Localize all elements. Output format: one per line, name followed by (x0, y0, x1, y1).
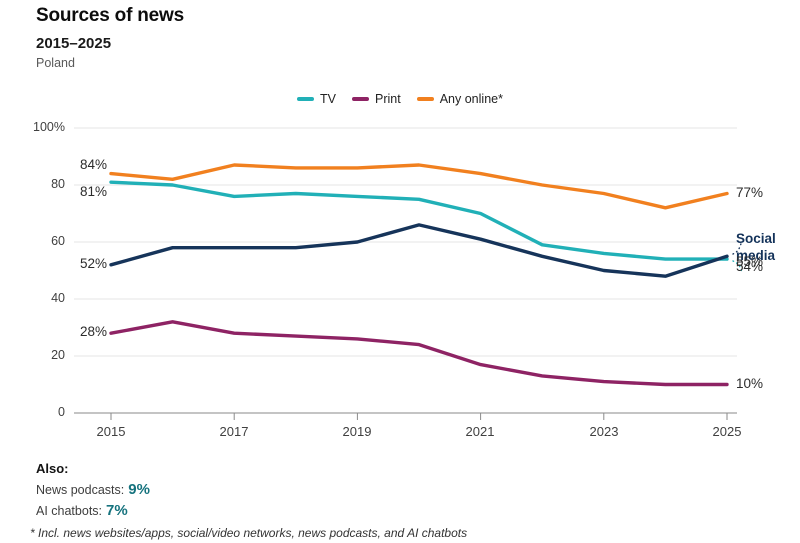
print-start-label: 28% (79, 324, 107, 339)
y-tick-100: 100% (33, 120, 65, 134)
tv-line-swatch-icon (297, 96, 315, 102)
legend-item-tv: TV (297, 92, 336, 106)
social-media-leader-line (732, 240, 743, 255)
tv-start-label: 81% (79, 184, 107, 199)
any-online-start-label: 84% (79, 157, 107, 172)
x-tick-2019: 2019 (342, 424, 372, 439)
social-media-annotation: Social media (736, 231, 776, 263)
legend-label-any-online: Any online* (439, 92, 503, 106)
ai-chatbots-row: AI chatbots: 7% (36, 502, 128, 519)
x-tick-2021: 2021 (465, 424, 495, 439)
social-media-end-label: 55% (736, 254, 764, 269)
any-online-line-swatch-icon (416, 96, 434, 102)
y-tick-40: 40 (51, 291, 65, 305)
also-heading: Also: (36, 461, 69, 476)
news-podcasts-label: News podcasts: (36, 483, 125, 497)
news-podcasts-value: 9% (128, 481, 150, 498)
print-line-swatch-icon (352, 96, 370, 102)
x-tick-2017: 2017 (219, 424, 249, 439)
page-title: Sources of news (36, 5, 184, 26)
legend-item-any-online: Any online* (416, 92, 503, 106)
social-media-start-label: 52% (79, 256, 107, 271)
chart-legend: TV Print Any online* (0, 92, 800, 106)
date-range-subtitle: 2015–2025 (36, 35, 112, 52)
y-tick-80: 80 (51, 177, 65, 191)
any-online-end-label: 77% (736, 185, 764, 200)
series-line-print (109, 320, 729, 387)
x-tick-2023: 2023 (589, 424, 619, 439)
x-tick-2025: 2025 (712, 424, 742, 439)
legend-label-print: Print (375, 92, 401, 106)
ai-chatbots-value: 7% (106, 502, 128, 519)
y-tick-20: 20 (51, 348, 65, 362)
tv-end-label: 54% (736, 259, 764, 274)
series-lines (109, 163, 729, 387)
ai-chatbots-label: AI chatbots: (36, 504, 103, 518)
series-line-any-online- (109, 163, 729, 210)
region-label: Poland (36, 56, 75, 70)
y-tick-0: 0 (58, 405, 65, 419)
news-podcasts-row: News podcasts: 9% (36, 481, 150, 498)
x-tick-2015: 2015 (96, 424, 126, 439)
line-chart-plot (74, 127, 743, 420)
series-line-tv (109, 180, 729, 261)
print-end-label: 10% (736, 376, 764, 391)
footnote: * Incl. news websites/apps, social/video… (30, 526, 468, 540)
y-tick-60: 60 (51, 234, 65, 248)
gridlines (74, 127, 737, 420)
series-line-social-media (109, 223, 729, 278)
legend-label-tv: TV (320, 92, 337, 106)
legend-item-print: Print (352, 92, 401, 106)
tv-leader-line (732, 260, 743, 275)
